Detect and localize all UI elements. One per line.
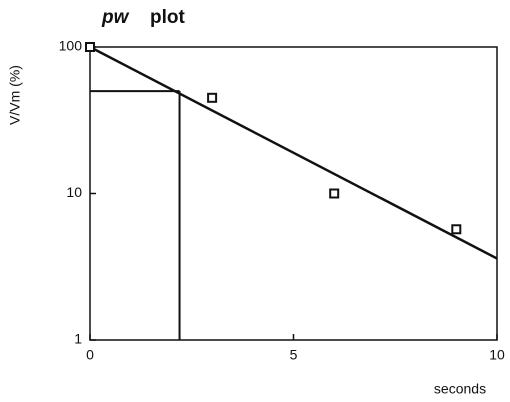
fit-line [89,45,498,260]
point [329,188,340,199]
x-tick-label: 10 [489,347,505,363]
point [451,224,462,235]
y-tick-label: 100 [59,38,83,54]
y-tick-label: 10 [66,184,82,200]
x-tick-label: 0 [86,347,94,363]
chart-title: plot [150,7,185,28]
x-tick-label: 5 [290,347,298,363]
point [207,92,218,103]
point [85,42,95,52]
chart-title-symbol: pw [101,7,130,28]
x-axis-label: seconds [434,381,486,397]
y-tick-label: 1 [74,331,82,347]
y-axis-label: V/Vm (%) [7,65,23,125]
